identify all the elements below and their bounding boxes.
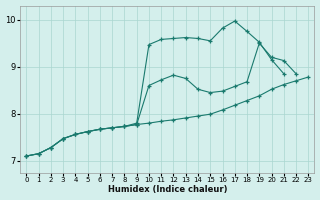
X-axis label: Humidex (Indice chaleur): Humidex (Indice chaleur) <box>108 185 227 194</box>
